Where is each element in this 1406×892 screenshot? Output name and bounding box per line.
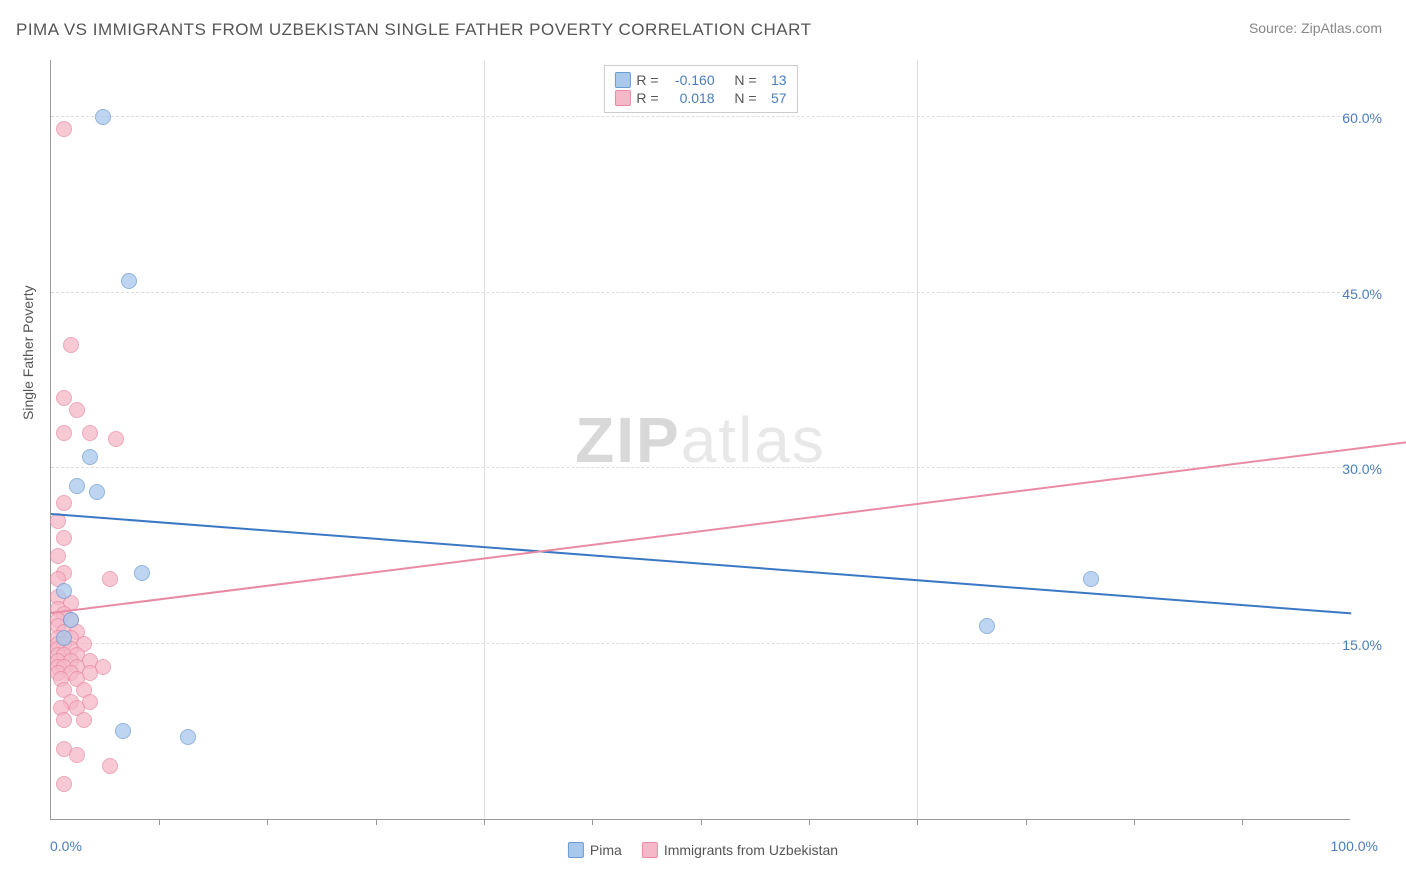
scatter-point (82, 425, 98, 441)
grid-line-h (51, 292, 1350, 293)
regression-line (51, 338, 1406, 614)
legend-series-swatch-0 (568, 842, 584, 858)
legend-r-label-0: R = (636, 72, 658, 88)
legend-series: Pima Immigrants from Uzbekistan (568, 842, 838, 858)
legend-series-item-1: Immigrants from Uzbekistan (642, 842, 838, 858)
x-tick-mark (809, 819, 810, 825)
grid-line-v (484, 60, 485, 819)
legend-stats-row-1: R = 0.018 N = 57 (614, 90, 786, 106)
scatter-point (69, 478, 85, 494)
legend-stats: R = -0.160 N = 13 R = 0.018 N = 57 (603, 65, 797, 113)
source-attribution: Source: ZipAtlas.com (1249, 20, 1382, 36)
scatter-point (56, 583, 72, 599)
scatter-point (134, 565, 150, 581)
scatter-point (50, 548, 66, 564)
scatter-point (56, 712, 72, 728)
scatter-point (56, 425, 72, 441)
chart-container: PIMA VS IMMIGRANTS FROM UZBEKISTAN SINGL… (0, 0, 1406, 892)
x-tick-mark (701, 819, 702, 825)
scatter-point (121, 273, 137, 289)
legend-stats-row-0: R = -0.160 N = 13 (614, 72, 786, 88)
legend-n-value-0: 13 (763, 72, 787, 88)
scatter-point (82, 449, 98, 465)
watermark-atlas: atlas (681, 404, 826, 476)
grid-line-h (51, 116, 1350, 117)
chart-title: PIMA VS IMMIGRANTS FROM UZBEKISTAN SINGL… (16, 20, 812, 40)
x-tick-mark (376, 819, 377, 825)
scatter-point (56, 630, 72, 646)
watermark-zip: ZIP (575, 404, 681, 476)
y-tick-label: 60.0% (1342, 110, 1382, 126)
scatter-point (56, 390, 72, 406)
x-tick-mark (484, 819, 485, 825)
legend-n-value-1: 57 (763, 90, 787, 106)
scatter-point (63, 337, 79, 353)
legend-r-value-1: 0.018 (665, 90, 715, 106)
legend-r-label-1: R = (636, 90, 658, 106)
scatter-point (63, 612, 79, 628)
x-tick-mark (917, 819, 918, 825)
scatter-point (69, 402, 85, 418)
scatter-point (102, 758, 118, 774)
scatter-point (102, 571, 118, 587)
scatter-point (1083, 571, 1099, 587)
legend-series-name-1: Immigrants from Uzbekistan (664, 842, 838, 858)
scatter-point (180, 729, 196, 745)
x-tick-min: 0.0% (50, 838, 82, 854)
regression-line (51, 513, 1351, 614)
grid-line-v (917, 60, 918, 819)
x-tick-mark (1242, 819, 1243, 825)
x-tick-mark (592, 819, 593, 825)
scatter-point (56, 776, 72, 792)
x-tick-mark (267, 819, 268, 825)
scatter-point (76, 712, 92, 728)
scatter-point (115, 723, 131, 739)
x-tick-mark (159, 819, 160, 825)
x-tick-mark (1134, 819, 1135, 825)
legend-swatch-0 (614, 72, 630, 88)
legend-r-value-0: -0.160 (665, 72, 715, 88)
scatter-point (979, 618, 995, 634)
x-tick-max: 100.0% (1331, 838, 1378, 854)
scatter-point (108, 431, 124, 447)
scatter-point (95, 109, 111, 125)
y-tick-label: 15.0% (1342, 637, 1382, 653)
y-tick-label: 30.0% (1342, 461, 1382, 477)
scatter-point (89, 484, 105, 500)
scatter-point (69, 747, 85, 763)
legend-n-label-0: N = (734, 72, 756, 88)
grid-line-h (51, 467, 1350, 468)
legend-swatch-1 (614, 90, 630, 106)
y-tick-label: 45.0% (1342, 286, 1382, 302)
x-tick-mark (1026, 819, 1027, 825)
scatter-point (56, 121, 72, 137)
legend-series-swatch-1 (642, 842, 658, 858)
watermark: ZIPatlas (575, 403, 826, 477)
scatter-point (56, 495, 72, 511)
legend-series-item-0: Pima (568, 842, 622, 858)
legend-series-name-0: Pima (590, 842, 622, 858)
chart-plot-area: ZIPatlas R = -0.160 N = 13 R = 0.018 N =… (50, 60, 1350, 820)
legend-n-label-1: N = (734, 90, 756, 106)
grid-line-h (51, 643, 1350, 644)
scatter-point (56, 530, 72, 546)
y-axis-label: Single Father Poverty (20, 285, 36, 420)
